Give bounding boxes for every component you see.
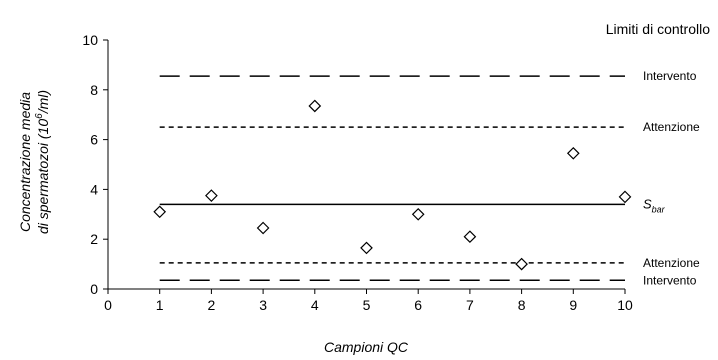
- data-point: [153, 205, 167, 219]
- y-axis-title-exponent: 6: [34, 113, 45, 119]
- x-axis-title: Campioni QC: [324, 339, 409, 355]
- y-axis-title-line-1: Concentrazione media: [17, 92, 33, 232]
- x-tick-label: 6: [414, 297, 422, 313]
- x-tick-label: 5: [363, 297, 371, 313]
- y-tick-label: 6: [90, 132, 98, 148]
- axes: 0 1 2 3 4 5 6 7 8 9 10 0 2 4 6 8 10: [82, 32, 633, 313]
- control-line-label: Sbar: [643, 196, 666, 214]
- data-point: [566, 146, 580, 160]
- data-point: [515, 257, 528, 271]
- y-axis-title-line-2: di spermatozoi (106/ml): [34, 90, 51, 234]
- y-axis-title-suffix: /ml): [35, 90, 51, 114]
- control-line-label: Attenzione: [643, 256, 700, 270]
- data-point: [360, 241, 373, 255]
- control-line-label: Attenzione: [643, 120, 700, 134]
- y-tick-label: 4: [90, 181, 98, 197]
- x-tick-label: 3: [259, 297, 267, 313]
- x-tick-label: 10: [617, 297, 633, 313]
- y-tick-label: 0: [90, 281, 98, 297]
- data-point: [256, 221, 270, 235]
- x-tick-label: 8: [518, 297, 526, 313]
- x-tick-label: 4: [311, 297, 319, 313]
- y-tick-label: 2: [90, 231, 98, 247]
- y-tick-label: 8: [90, 82, 98, 98]
- x-tick-label: 1: [156, 297, 164, 313]
- data-point: [618, 190, 632, 204]
- y-tick-label: 10: [82, 32, 98, 48]
- y-axis-title: Concentrazione media di spermatozoi (106…: [17, 90, 51, 234]
- control-line-label: Intervento: [643, 273, 697, 287]
- legend-title: Limiti di controllo: [606, 21, 710, 37]
- y-axis-title-prefix: di spermatozoi (10: [35, 119, 51, 234]
- data-point: [463, 230, 477, 244]
- control-line-label: Intervento: [643, 69, 697, 83]
- data-point: [308, 99, 322, 113]
- control-lines: Intervento Attenzione Sbar Attenzione Interv…: [159, 69, 700, 287]
- data-point: [411, 207, 425, 221]
- x-tick-label: 9: [569, 297, 577, 313]
- data-point: [205, 189, 218, 202]
- x-tick-label: 7: [466, 297, 474, 313]
- data-points: [153, 99, 632, 271]
- x-tick-label: 2: [208, 297, 216, 313]
- x-tick-label: 0: [104, 297, 112, 313]
